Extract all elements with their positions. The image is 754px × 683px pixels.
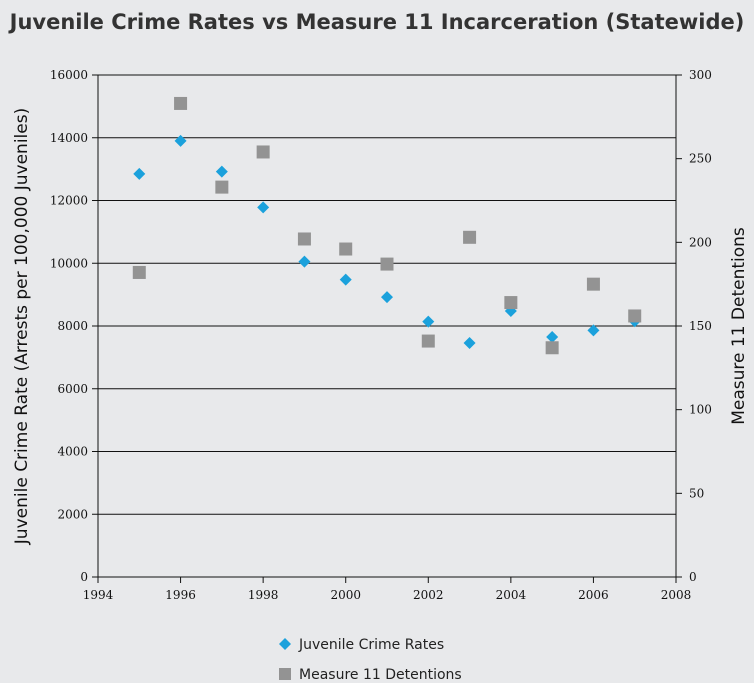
y2-tick-label: 150 xyxy=(689,319,712,333)
crime-rate-point xyxy=(463,336,476,349)
detention-point xyxy=(421,334,435,348)
x-tick-label: 2006 xyxy=(578,588,609,602)
y-tick-label: 10000 xyxy=(50,256,88,270)
y2-axis-title: Measure 11 Detentions xyxy=(729,227,749,425)
detention-point xyxy=(256,145,270,159)
y-tick-label: 6000 xyxy=(57,382,88,396)
legend-item-detentions: Measure 11 Detentions xyxy=(279,667,462,683)
tick-labels: 0200040006000800010000120001400016000199… xyxy=(50,68,712,602)
crime-rate-point xyxy=(133,167,146,180)
detention-point xyxy=(215,180,229,194)
legend-label-detentions: Measure 11 Detentions xyxy=(299,667,462,683)
y-tick-label: 12000 xyxy=(50,194,88,208)
y-tick-label: 8000 xyxy=(57,319,88,333)
detention-point xyxy=(174,96,188,110)
crime-rate-point xyxy=(546,330,559,343)
detention-point xyxy=(339,242,353,256)
detention-point xyxy=(586,277,600,291)
detention-point xyxy=(545,341,559,355)
detention-point xyxy=(463,230,477,244)
legend-label-crime: Juvenile Crime Rates xyxy=(298,637,444,653)
y2-tick-label: 50 xyxy=(689,486,704,500)
y-tick-label: 16000 xyxy=(50,68,88,82)
x-tick-label: 2000 xyxy=(330,588,361,602)
y-axis-title: Juvenile Crime Rate (Arrests per 100,000… xyxy=(12,108,32,545)
y2-tick-label: 250 xyxy=(689,152,712,166)
chart-title: Juvenile Crime Rates vs Measure 11 Incar… xyxy=(9,10,745,34)
detention-point xyxy=(132,265,146,279)
y2-tick-label: 0 xyxy=(689,570,697,584)
crime-rate-point xyxy=(215,165,228,178)
detention-point xyxy=(380,257,394,271)
y-tick-label: 14000 xyxy=(50,131,88,145)
detention-point xyxy=(504,296,518,310)
gridlines xyxy=(98,74,676,578)
x-tick-label: 2002 xyxy=(413,588,444,602)
x-tick-label: 2004 xyxy=(496,588,527,602)
crime-rate-point xyxy=(381,291,393,304)
x-tick-label: 1994 xyxy=(83,588,114,602)
y-tick-label: 4000 xyxy=(57,445,88,459)
x-tick-label: 2008 xyxy=(661,588,692,602)
crime-rate-point xyxy=(257,201,270,214)
legend-item-crime: Juvenile Crime Rates xyxy=(279,637,444,653)
crime-rate-point xyxy=(422,315,435,328)
detention-point xyxy=(628,309,642,323)
legend-marker-square xyxy=(279,668,291,680)
y-tick-label: 0 xyxy=(80,570,88,584)
x-tick-label: 1996 xyxy=(165,588,196,602)
axes xyxy=(92,74,682,583)
data-points xyxy=(132,96,642,355)
y2-tick-label: 100 xyxy=(689,403,712,417)
detention-point xyxy=(297,232,311,246)
x-tick-label: 1998 xyxy=(248,588,279,602)
legend: Juvenile Crime Rates Measure 11 Detentio… xyxy=(279,637,462,683)
y-tick-label: 2000 xyxy=(57,507,88,521)
legend-marker-diamond xyxy=(279,638,291,650)
crime-rate-point xyxy=(298,255,311,268)
y2-tick-label: 300 xyxy=(689,68,712,82)
y2-tick-label: 200 xyxy=(689,235,712,249)
crime-rate-point xyxy=(174,134,187,147)
crime-rate-point xyxy=(339,273,352,286)
crime-rate-point xyxy=(587,324,600,337)
